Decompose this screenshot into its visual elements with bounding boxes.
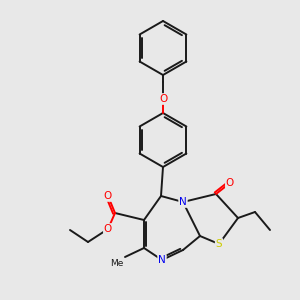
Text: S: S <box>216 239 222 249</box>
Text: O: O <box>159 94 167 104</box>
Text: O: O <box>104 191 112 201</box>
Text: O: O <box>226 178 234 188</box>
Text: N: N <box>158 255 166 265</box>
Text: Me: Me <box>110 259 124 268</box>
Text: O: O <box>104 224 112 234</box>
Text: N: N <box>179 197 187 207</box>
